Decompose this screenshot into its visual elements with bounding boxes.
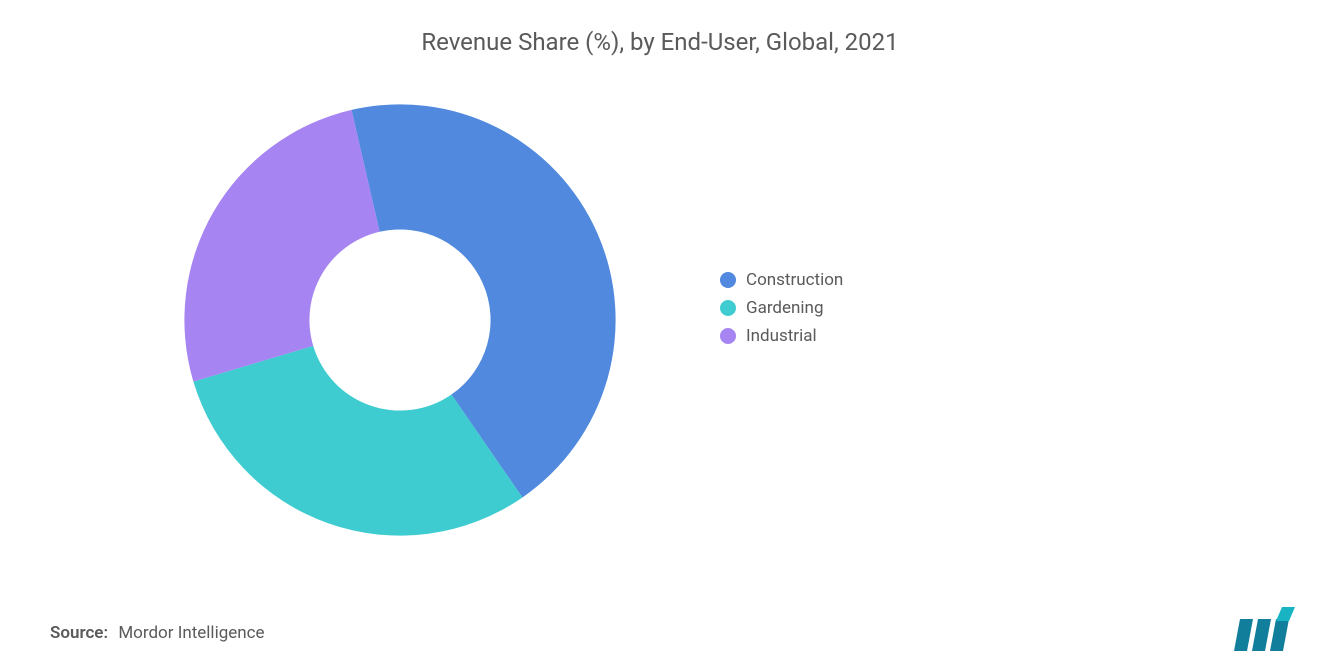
legend-item: Industrial [720, 326, 843, 346]
legend-label: Industrial [746, 326, 817, 346]
donut-slice [184, 110, 379, 382]
legend-label: Gardening [746, 298, 824, 318]
legend-swatch [720, 272, 736, 288]
source-label: Source: [50, 623, 108, 643]
legend-swatch [720, 300, 736, 316]
source-line: Source: Mordor Intelligence [50, 623, 265, 643]
donut-chart [180, 100, 620, 540]
legend-swatch [720, 328, 736, 344]
source-text: Mordor Intelligence [118, 623, 264, 643]
brand-logo [1232, 607, 1296, 651]
chart-area: Construction Gardening Industrial [0, 90, 1320, 570]
legend-label: Construction [746, 270, 843, 290]
chart-title: Revenue Share (%), by End-User, Global, … [0, 0, 1320, 56]
legend-item: Gardening [720, 298, 843, 318]
legend-item: Construction [720, 270, 843, 290]
legend: Construction Gardening Industrial [720, 270, 843, 354]
